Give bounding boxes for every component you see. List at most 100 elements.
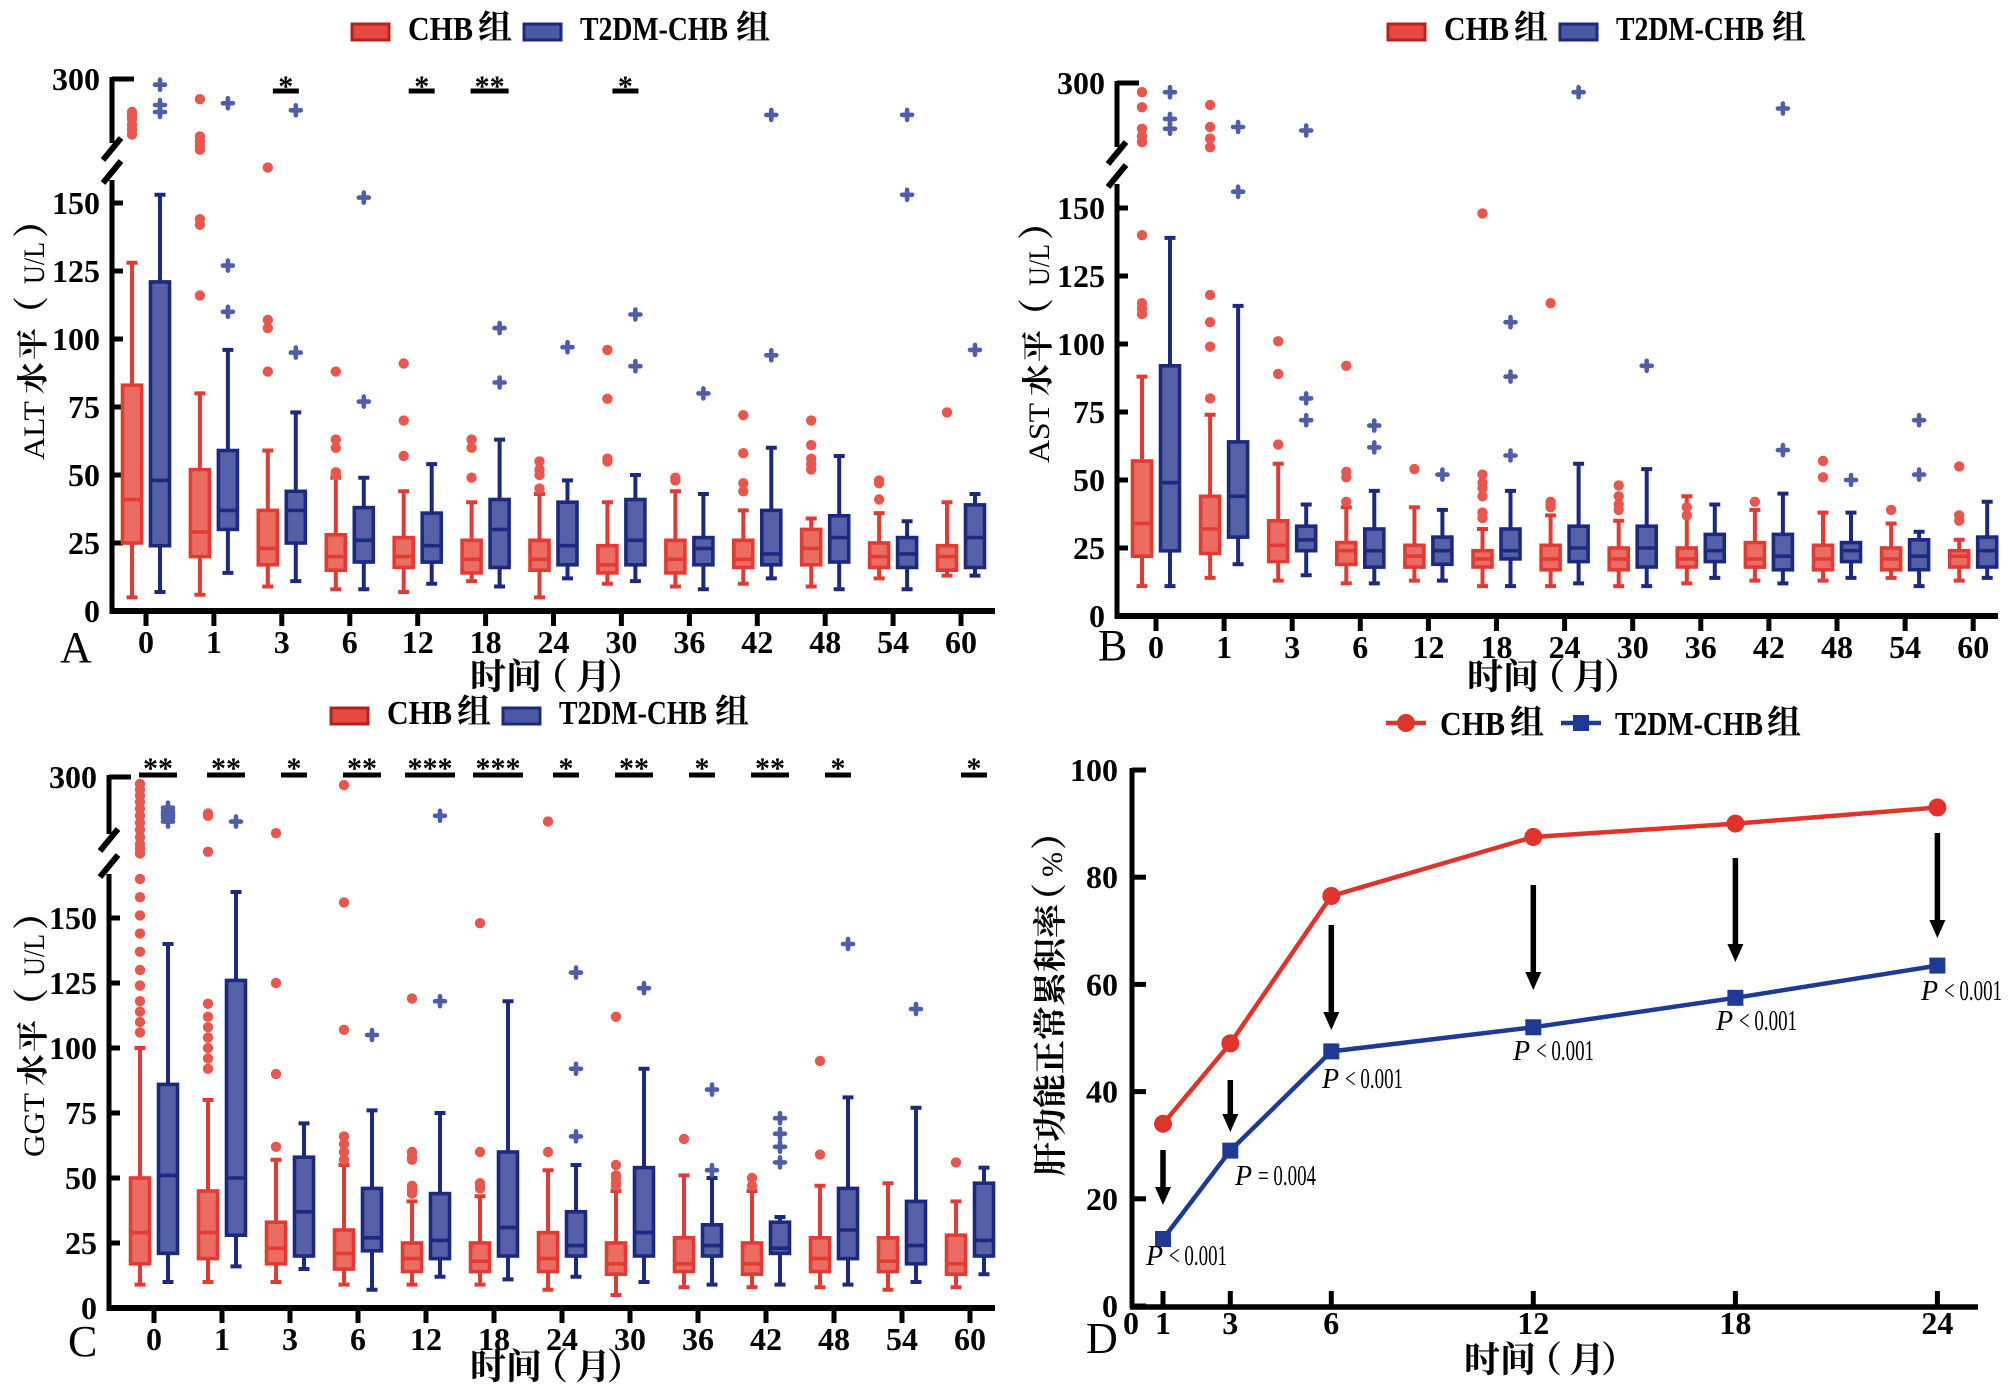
svg-text:T2DM-CHB: T2DM-CHB [580, 11, 728, 48]
svg-text:P: P [1512, 1036, 1530, 1067]
svg-text:T2DM-CHB: T2DM-CHB [1616, 11, 1764, 48]
svg-text:U/L: U/L [18, 242, 51, 284]
svg-text:1: 1 [1155, 1305, 1171, 1341]
svg-text:36: 36 [673, 624, 705, 660]
svg-text:P: P [1715, 1006, 1733, 1037]
svg-text:20: 20 [1086, 1181, 1118, 1217]
svg-text:300: 300 [1057, 65, 1105, 101]
svg-text:24: 24 [1921, 1305, 1953, 1341]
svg-text:50: 50 [1073, 462, 1105, 498]
svg-text:6: 6 [342, 624, 358, 660]
svg-text:T2DM-CHB: T2DM-CHB [1615, 706, 1763, 743]
svg-text:50: 50 [68, 457, 100, 493]
svg-text:*: * [831, 752, 846, 785]
svg-text:100: 100 [1070, 752, 1118, 788]
svg-text:24: 24 [538, 624, 570, 660]
svg-text:0: 0 [81, 1290, 97, 1326]
svg-text:125: 125 [1057, 258, 1105, 294]
svg-text:0: 0 [1123, 1305, 1139, 1341]
svg-text:12: 12 [402, 624, 434, 660]
svg-text:42: 42 [750, 1321, 782, 1357]
svg-text:3: 3 [274, 624, 290, 660]
svg-text:U/L: U/L [1023, 244, 1056, 286]
svg-text:*: * [414, 70, 429, 103]
svg-text:75: 75 [65, 1095, 97, 1131]
svg-text:30: 30 [614, 1321, 646, 1357]
svg-text:1: 1 [214, 1321, 230, 1357]
svg-text:***: *** [408, 752, 453, 785]
svg-text:*: * [559, 752, 574, 785]
svg-text:60: 60 [1086, 966, 1118, 1002]
svg-text:12: 12 [410, 1321, 442, 1357]
svg-text:12: 12 [1517, 1305, 1549, 1341]
svg-text:18: 18 [1481, 629, 1513, 665]
svg-text:0: 0 [1102, 1288, 1118, 1324]
svg-text:B: B [1098, 621, 1127, 670]
svg-text:150: 150 [52, 185, 100, 221]
svg-text:P: P [1920, 976, 1938, 1007]
svg-text:25: 25 [1073, 530, 1105, 566]
svg-text:3: 3 [1284, 629, 1300, 665]
svg-text:6: 6 [1352, 629, 1368, 665]
svg-text:3: 3 [1222, 1305, 1238, 1341]
svg-text:75: 75 [68, 389, 100, 425]
svg-text:60: 60 [954, 1321, 986, 1357]
svg-text:**: ** [211, 752, 241, 785]
svg-text:0: 0 [146, 1321, 162, 1357]
svg-text:6: 6 [1323, 1305, 1339, 1341]
svg-text:3: 3 [282, 1321, 298, 1357]
svg-text:0: 0 [1089, 598, 1105, 634]
svg-text:150: 150 [1057, 190, 1105, 226]
svg-text:30: 30 [1617, 629, 1649, 665]
svg-text:30: 30 [605, 624, 637, 660]
svg-text:< 0.001: < 0.001 [1739, 1006, 1797, 1037]
svg-text:= 0.004: = 0.004 [1258, 1161, 1316, 1192]
svg-text:*: * [618, 70, 633, 103]
svg-text:150: 150 [49, 900, 97, 936]
svg-text:T2DM-CHB: T2DM-CHB [559, 695, 707, 732]
svg-text:12: 12 [1412, 629, 1444, 665]
svg-text:C: C [68, 1317, 97, 1366]
svg-text:25: 25 [65, 1225, 97, 1261]
svg-text:125: 125 [52, 253, 100, 289]
svg-text:54: 54 [886, 1321, 918, 1357]
svg-text:100: 100 [1057, 326, 1105, 362]
svg-text:%: % [1036, 852, 1069, 877]
svg-text:< 0.001: < 0.001 [1536, 1036, 1594, 1067]
svg-text:0: 0 [138, 624, 154, 660]
svg-text:1: 1 [1216, 629, 1232, 665]
svg-text:48: 48 [809, 624, 841, 660]
svg-text:18: 18 [478, 1321, 510, 1357]
svg-text:60: 60 [1957, 629, 1989, 665]
svg-text:**: ** [755, 752, 785, 785]
svg-text:GGT: GGT [18, 1093, 51, 1157]
svg-text:36: 36 [1685, 629, 1717, 665]
svg-text:100: 100 [52, 321, 100, 357]
svg-text:42: 42 [741, 624, 773, 660]
svg-text:54: 54 [877, 624, 909, 660]
svg-text:P: P [1234, 1161, 1252, 1192]
svg-text:< 0.001: < 0.001 [1345, 1064, 1403, 1095]
svg-text:50: 50 [65, 1160, 97, 1196]
svg-text:**: ** [619, 752, 649, 785]
svg-text:ALT: ALT [18, 401, 51, 460]
svg-text:75: 75 [1073, 394, 1105, 430]
svg-text:1: 1 [206, 624, 222, 660]
svg-text:60: 60 [945, 624, 977, 660]
svg-text:**: ** [475, 70, 505, 103]
svg-text:6: 6 [350, 1321, 366, 1357]
svg-text:80: 80 [1086, 859, 1118, 895]
svg-text:AST: AST [1023, 403, 1056, 463]
svg-text:*: * [278, 70, 293, 103]
svg-text:U/L: U/L [18, 934, 51, 976]
svg-text:300: 300 [49, 759, 97, 795]
svg-text:CHB: CHB [1440, 706, 1505, 743]
svg-text:18: 18 [470, 624, 502, 660]
svg-text:CHB: CHB [387, 695, 452, 732]
svg-text:24: 24 [1549, 629, 1581, 665]
svg-text:D: D [1086, 1314, 1118, 1363]
svg-text:25: 25 [68, 525, 100, 561]
svg-text:CHB: CHB [1444, 11, 1509, 48]
svg-text:0: 0 [84, 593, 100, 629]
svg-text:48: 48 [1821, 629, 1853, 665]
